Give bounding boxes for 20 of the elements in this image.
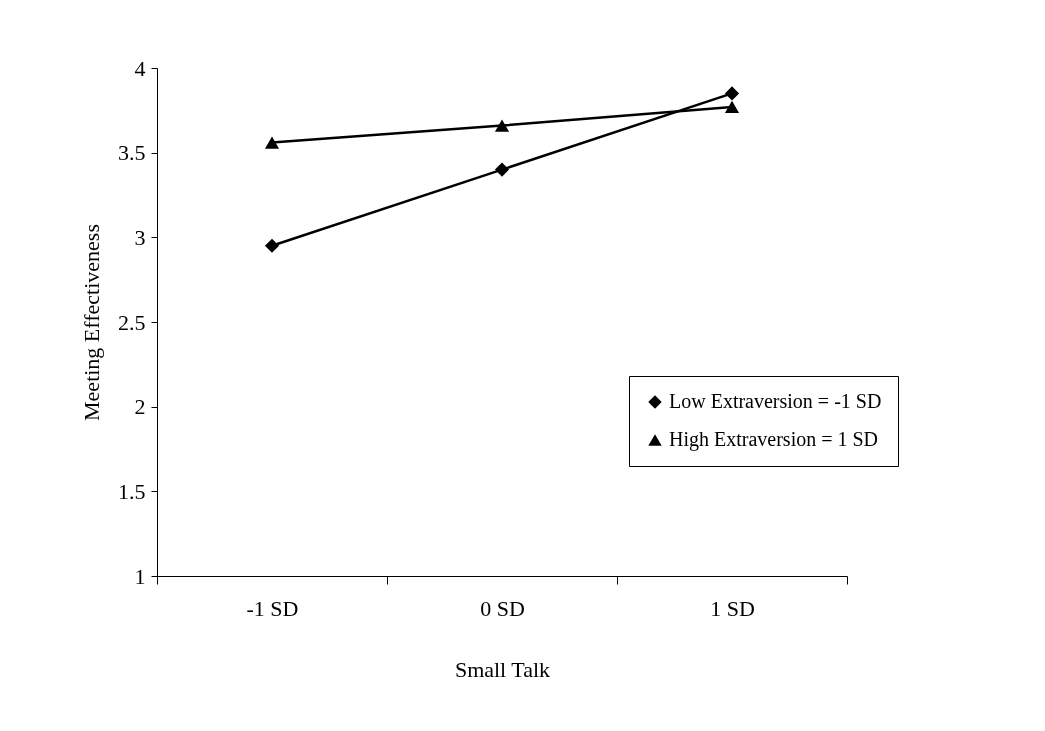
x-axis-title: Small Talk [454, 656, 551, 682]
y-tick-label: 2.5 [118, 309, 146, 335]
x-tick-label: 0 SD [480, 595, 525, 621]
point [264, 136, 280, 149]
y-tick-label: 1 [134, 563, 146, 589]
y-tick-label: 3 [134, 224, 146, 250]
x-tick-label: -1 SD [246, 595, 299, 621]
x-tick-label: 1 SD [710, 595, 755, 621]
y-tick-label: 1.5 [118, 478, 146, 504]
y-tick-label: 2 [134, 394, 146, 420]
point [494, 162, 510, 177]
point [494, 119, 510, 132]
y-axis-title: Meeting Effectiveness [79, 224, 104, 421]
legend-label: High Extraversion = 1 SD [669, 428, 879, 451]
y-tick-label: 3.5 [118, 140, 146, 166]
legend-label: Low Extraversion = -1 SD [669, 390, 882, 412]
point [724, 100, 740, 114]
point [724, 86, 740, 101]
y-tick-label: 4 [134, 55, 146, 81]
point [264, 238, 280, 253]
